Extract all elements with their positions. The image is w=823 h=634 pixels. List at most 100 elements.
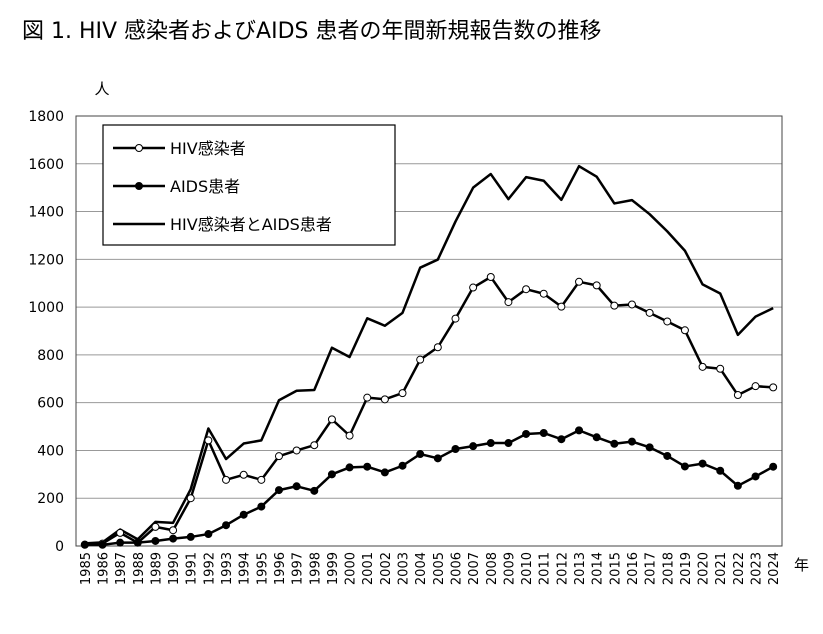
data-point [645,443,654,452]
data-point [645,308,654,317]
data-point [575,277,584,286]
data-point [116,538,125,547]
data-point [539,429,548,438]
data-point [345,431,354,440]
x-tick-label: 1996 [273,552,288,585]
data-point [98,540,107,549]
data-point [380,468,389,477]
x-tick-label: 1990 [167,552,182,585]
data-point [733,481,742,490]
y-tick-label: 400 [37,443,64,459]
data-point [186,494,195,503]
x-tick-label: 1991 [185,552,200,585]
data-point [751,472,760,481]
x-tick-label: 1993 [220,552,235,585]
x-unit: 年 [794,556,809,574]
data-point [204,530,213,539]
data-point [610,301,619,310]
data-point [469,283,478,292]
data-point [680,326,689,335]
x-tick-label: 1992 [202,552,217,585]
x-tick-label: 2002 [379,552,394,585]
data-point [398,389,407,398]
data-point [169,534,178,543]
x-tick-label: 2016 [626,552,641,585]
x-tick-label: 1985 [79,552,94,585]
x-tick-label: 2006 [449,552,464,585]
data-point [557,435,566,444]
data-point [557,302,566,311]
data-point [698,459,707,468]
x-tick-label: 1998 [308,552,323,585]
data-point [663,451,672,460]
x-tick-label: 1988 [132,552,147,585]
data-point [627,437,636,446]
x-tick-label: 2001 [361,552,376,585]
x-tick-label: 2017 [644,552,659,585]
data-point [769,462,778,471]
data-point [451,314,460,323]
data-point [257,502,266,511]
y-tick-label: 600 [37,396,64,412]
data-point [504,439,513,448]
data-point [310,486,319,495]
x-tick-label: 2005 [432,552,447,585]
data-point [433,343,442,352]
data-point [592,433,601,442]
data-point [680,462,689,471]
y-tick-label: 1400 [28,205,64,221]
series-line [84,275,774,547]
x-tick-label: 2012 [555,552,570,585]
x-tick-label: 2023 [750,552,765,585]
x-tick-label: 2009 [502,552,517,585]
x-tick-label: 1997 [291,552,306,585]
data-point [769,383,778,392]
x-tick-label: 1987 [114,552,129,585]
plot-frame [75,115,783,547]
data-point [627,300,636,309]
data-point [416,450,425,459]
data-point [486,439,495,448]
data-point [363,393,372,402]
y-tick-label: 0 [55,539,64,555]
legend-label: AIDS患者 [170,177,240,196]
data-point [133,538,142,547]
x-tick-label: 2000 [344,552,359,585]
data-point [486,273,495,282]
data-point [327,415,336,424]
x-tick-label: 2010 [520,552,535,585]
x-tick-label: 1989 [149,552,164,585]
data-point [239,470,248,479]
data-point [416,355,425,364]
data-point [186,532,195,541]
y-tick-label: 1200 [28,252,64,268]
x-tick-label: 2003 [397,552,412,585]
data-point [222,475,231,484]
data-point [522,429,531,438]
x-tick-label: 2014 [591,552,606,585]
data-point [151,536,160,545]
data-point [363,462,372,471]
x-tick-label: 1986 [96,552,111,585]
data-point [398,461,407,470]
data-point [327,470,336,479]
y-tick-label: 200 [37,491,64,507]
data-point [539,289,548,298]
x-tick-label: 2019 [679,552,694,585]
data-point [292,482,301,491]
x-tick-label: 2018 [661,552,676,585]
data-point [575,426,584,435]
data-point [698,362,707,371]
data-point [274,452,283,461]
x-tick-label: 2021 [714,552,729,585]
data-point [610,439,619,448]
legend-label: HIV感染者 [170,139,246,158]
x-tick-label: 1994 [238,552,253,585]
data-point [274,486,283,495]
data-point [433,454,442,463]
x-tick-label: 1999 [326,552,341,585]
data-point [733,391,742,400]
data-point [522,285,531,294]
data-point [169,526,178,535]
